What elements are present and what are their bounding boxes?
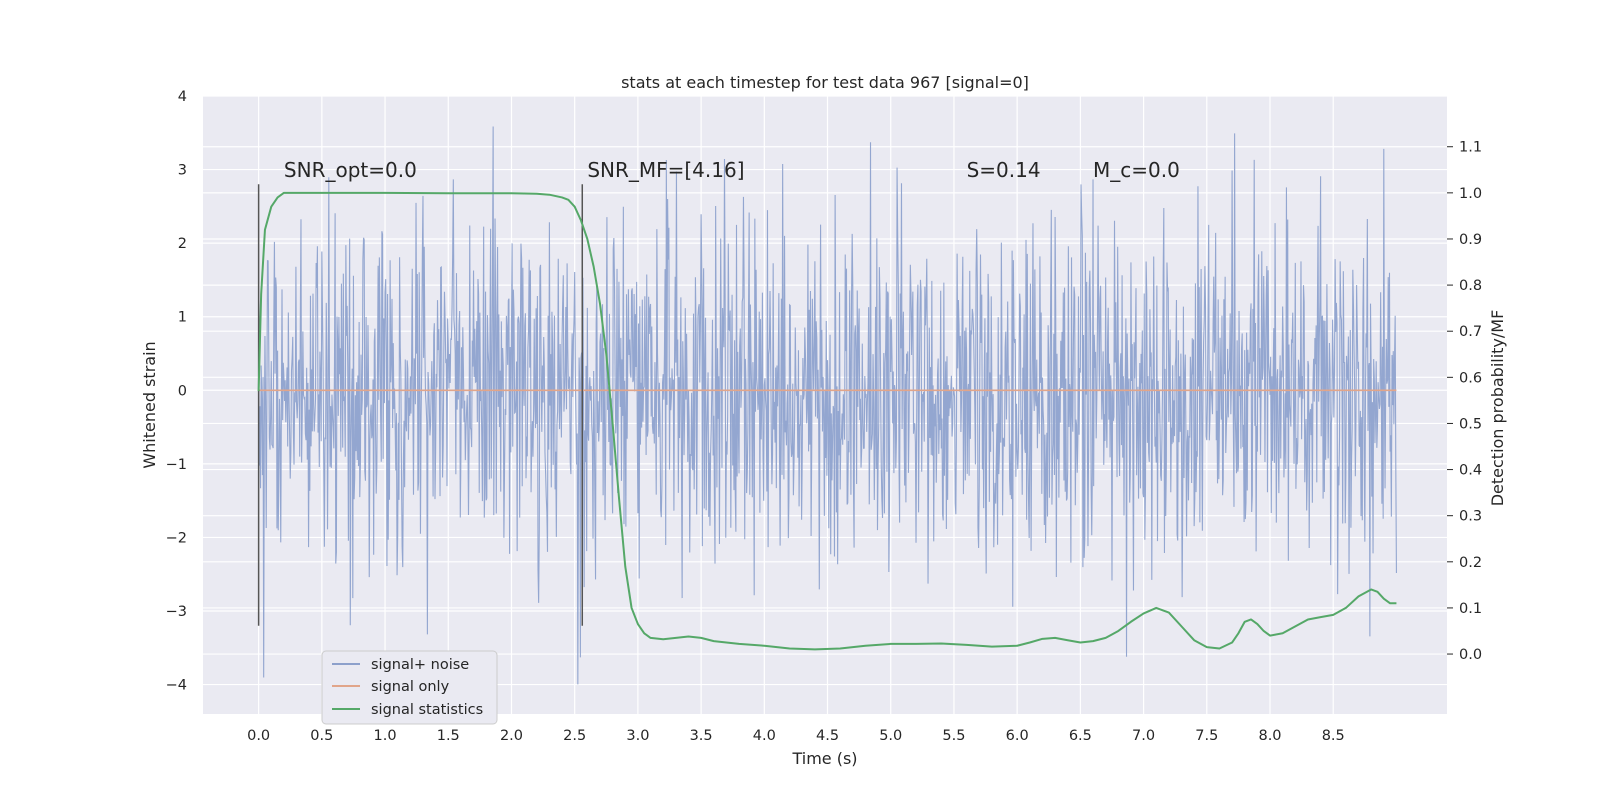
x-tick-label: 3.5 [690, 728, 713, 744]
x-tick-label: 3.0 [626, 728, 649, 744]
right-tick-label: 0.2 [1459, 555, 1482, 571]
chart-title: stats at each timestep for test data 967… [621, 73, 1029, 92]
annotation-label: SNR_opt=0.0 [284, 158, 417, 182]
x-tick-label: 4.5 [816, 728, 839, 744]
right-tick-label: 0.9 [1459, 232, 1482, 248]
right-axis-label: Detection probability/MF [1488, 310, 1507, 507]
y-tick-label: 4 [178, 89, 187, 105]
x-tick-label: 0.5 [310, 728, 333, 744]
vertical-lines [257, 184, 584, 626]
x-tick-label: 2.0 [500, 728, 523, 744]
x-axis-label: Time (s) [791, 749, 857, 768]
annotation-label: M_c=0.0 [1093, 158, 1180, 182]
y-tick-label: −1 [166, 457, 187, 473]
x-tick-label: 6.5 [1069, 728, 1092, 744]
right-tick-label: 1.1 [1459, 140, 1482, 156]
legend-box [321, 650, 498, 725]
y-tick-label: −3 [166, 604, 187, 620]
x-tick-label: 8.0 [1258, 728, 1281, 744]
right-tick-label: 1.0 [1459, 186, 1482, 202]
x-axis-ticks: 0.0 0.5 1.0 1.5 2.0 2.5 3.0 3.5 4.0 4.5 5.0 5.5 6.0 6… [247, 728, 1345, 744]
right-tick-label: 0.0 [1459, 647, 1482, 663]
x-tick-label: 7.5 [1195, 728, 1218, 744]
right-tick-label: 0.3 [1459, 509, 1482, 525]
x-tick-label: 7.0 [1132, 728, 1155, 744]
y-axis-ticks: −4 −3 −2 −1 0 1 2 3 4 [166, 89, 187, 694]
y-tick-label: 1 [178, 310, 187, 326]
x-tick-label: 6.0 [1006, 728, 1029, 744]
x-tick-label: 5.0 [879, 728, 902, 744]
x-tick-label: 4.0 [753, 728, 776, 744]
y-tick-label: −4 [166, 678, 187, 694]
right-tick-label: 0.4 [1459, 463, 1482, 479]
x-tick-label: 0.0 [247, 728, 270, 744]
signal-plus-noise-series [258, 126, 1397, 685]
signal-plus-noise-line [258, 126, 1397, 685]
signal-statistics-series [257, 191, 1397, 651]
x-tick-label: 5.5 [942, 728, 965, 744]
y-axis-label: Whitened strain [140, 341, 159, 468]
right-tick-label: 0.7 [1459, 324, 1482, 340]
x-tick-label: 8.5 [1322, 728, 1345, 744]
y-tick-label: −2 [166, 530, 187, 546]
annotations: SNR_opt=0.0 SNR_MF=[4.16] S=0.14 M_c=0.0 [284, 158, 1180, 182]
signal-statistics-line [257, 191, 1397, 651]
right-tick-label: 0.5 [1459, 416, 1482, 432]
y-tick-label: 3 [178, 163, 187, 179]
legend-label-signal-only: signal only [371, 679, 450, 695]
right-tick-label: 0.1 [1459, 601, 1482, 617]
right-tick-label: 0.6 [1459, 370, 1482, 386]
legend-label-signal-statistics: signal statistics [371, 702, 483, 718]
legend-label-signal-noise: signal+ noise [371, 657, 469, 673]
y-tick-label: 0 [178, 383, 187, 399]
annotation-label: SNR_MF=[4.16] [587, 158, 744, 182]
right-axis-ticks: 0.0 0.1 0.2 0.3 0.4 0.5 0.6 0.7 0.8 0.9 1.0 1.1 [1447, 140, 1482, 663]
legend: signal+ noise signal only signal statist… [321, 650, 498, 725]
x-tick-label: 1.0 [374, 728, 397, 744]
annotation-label: S=0.14 [967, 158, 1041, 182]
right-tick-label: 0.8 [1459, 278, 1482, 294]
x-tick-label: 1.5 [437, 728, 460, 744]
x-tick-label: 2.5 [563, 728, 586, 744]
y-tick-label: 2 [178, 236, 187, 252]
